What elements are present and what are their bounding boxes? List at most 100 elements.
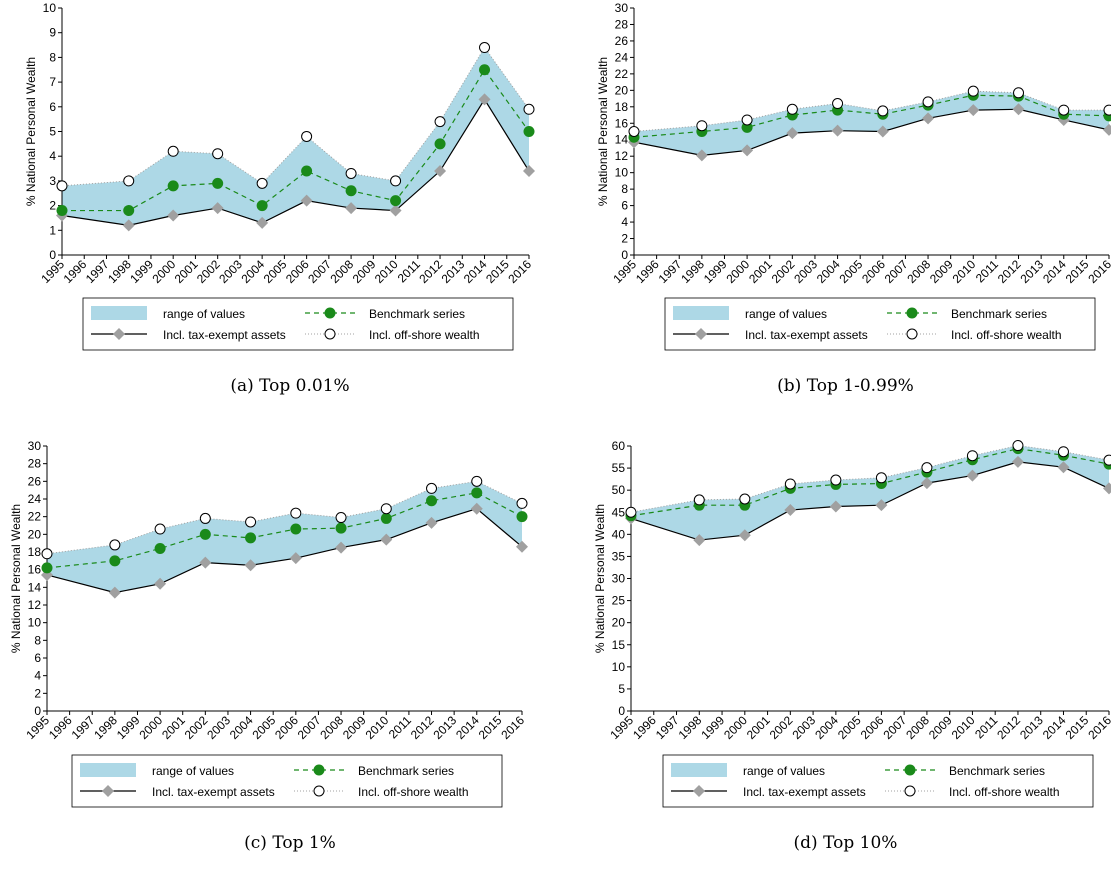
x-tick-label: 2001 [746, 257, 775, 286]
y-tick-label: 5 [618, 682, 625, 696]
offshore-point [56, 180, 68, 192]
x-tick-label: 2000 [150, 257, 179, 286]
panel-caption: (c) Top 1% [244, 833, 336, 853]
legend-marker-offshore [904, 785, 916, 797]
tax-exempt-point [289, 552, 302, 565]
x-tick-label: 2008 [903, 713, 932, 742]
legend-marker-offshore [313, 785, 325, 797]
y-tick-label: 22 [615, 67, 629, 81]
tax-exempt-point [523, 165, 535, 178]
legend-label-benchmark: Benchmark series [949, 764, 1045, 778]
x-tick-label: 2016 [1085, 713, 1111, 742]
y-tick-label: 1 [49, 223, 56, 237]
tax-exempt-point [1103, 482, 1111, 495]
y-axis-title: % National Personal Wealth [596, 57, 610, 206]
tax-exempt-point [831, 124, 844, 137]
tax-exempt-point [434, 165, 447, 178]
y-tick-label: 5 [49, 125, 56, 139]
y-tick-label: 18 [28, 545, 42, 559]
tax-exempt-point [875, 499, 888, 512]
benchmark-point [245, 532, 257, 544]
x-tick-label: 2003 [789, 713, 818, 742]
tax-exempt-point [695, 149, 708, 162]
benchmark-point [154, 542, 166, 554]
y-tick-label: 8 [34, 633, 41, 647]
x-tick-label: 2009 [340, 713, 369, 742]
series-line-offshore [630, 445, 1110, 513]
legend-label-range: range of values [745, 307, 827, 321]
legend-swatch-range [91, 306, 147, 320]
tax-exempt-point [108, 586, 121, 599]
x-tick-label: 2010 [363, 713, 392, 742]
x-tick-label: 2011 [386, 713, 414, 741]
range-area [634, 91, 1109, 156]
y-tick-label: 2 [621, 232, 628, 246]
benchmark-point [479, 64, 491, 76]
y-tick-label: 10 [43, 1, 57, 15]
y-tick-label: 60 [612, 439, 626, 453]
x-tick-label: 2011 [973, 257, 1001, 285]
x-tick-label: 1998 [678, 257, 707, 286]
x-tick-label: 2010 [950, 257, 979, 286]
x-tick-label: 2015 [1063, 257, 1092, 286]
x-tick-label: 2006 [283, 257, 312, 286]
offshore-point [1013, 87, 1025, 99]
series-line-benchmark [633, 94, 1110, 138]
series-line-offshore [633, 90, 1109, 132]
x-tick-label: 2013 [430, 713, 459, 742]
legend-swatch-range [671, 763, 727, 777]
x-tick-label: 2010 [372, 257, 401, 286]
offshore-point [471, 475, 483, 487]
legend-label-offshore: Incl. off-shore wealth [949, 785, 1060, 799]
x-tick-label: 2014 [1040, 257, 1069, 286]
offshore-point [922, 96, 934, 108]
benchmark-point [199, 528, 211, 540]
offshore-point [479, 42, 491, 54]
chart-panel-3: 0 5 10 15 20 25 30 35 40 45 50 55 60 1995199619971998… [593, 439, 1111, 853]
offshore-point [625, 506, 637, 518]
x-tick-label: 2014 [461, 257, 490, 286]
y-tick-label: 9 [49, 26, 56, 40]
y-tick-label: 20 [612, 616, 626, 630]
offshore-point [256, 177, 268, 189]
x-tick-label: 1999 [698, 713, 727, 742]
legend-marker-benchmark [313, 764, 325, 776]
offshore-point [1103, 454, 1111, 466]
x-tick-label: 2012 [995, 257, 1024, 286]
legend-marker-tax-exempt [695, 328, 707, 340]
panel-caption: (d) Top 10% [794, 833, 898, 853]
x-tick-label: 1999 [114, 713, 143, 742]
x-tick-label: 2005 [837, 257, 866, 286]
y-tick-label: 20 [615, 83, 629, 97]
y-axis-title: % National Personal Wealth [593, 504, 607, 653]
x-tick-label: 2008 [904, 257, 933, 286]
benchmark-point [109, 555, 121, 567]
legend-marker-benchmark [324, 307, 336, 319]
legend-label-benchmark: Benchmark series [951, 307, 1047, 321]
x-tick-label: 2002 [767, 713, 796, 742]
offshore-point [1103, 104, 1111, 116]
y-tick-label: 0 [621, 248, 628, 262]
benchmark-point [56, 205, 68, 217]
x-tick-label: 2015 [483, 257, 512, 286]
tax-exempt-point [380, 533, 393, 546]
tax-exempt-point [122, 219, 135, 232]
y-tick-label: 10 [615, 166, 629, 180]
offshore-point [877, 105, 889, 117]
benchmark-point [345, 185, 357, 197]
x-tick-label: 1996 [46, 713, 75, 742]
offshore-point [434, 116, 446, 128]
x-tick-label: 2006 [859, 257, 888, 286]
y-tick-label: 24 [28, 492, 42, 506]
y-tick-label: 35 [612, 549, 626, 563]
x-tick-label: 2008 [317, 713, 346, 742]
x-tick-label: 1998 [105, 257, 134, 286]
tax-exempt-point [516, 540, 528, 553]
offshore-point [741, 114, 753, 126]
tax-exempt-point [786, 127, 799, 140]
x-tick-label: 2001 [172, 257, 201, 286]
y-tick-label: 55 [612, 461, 626, 475]
offshore-point [167, 145, 179, 157]
tax-exempt-point [922, 112, 935, 125]
offshore-point [1057, 446, 1069, 458]
